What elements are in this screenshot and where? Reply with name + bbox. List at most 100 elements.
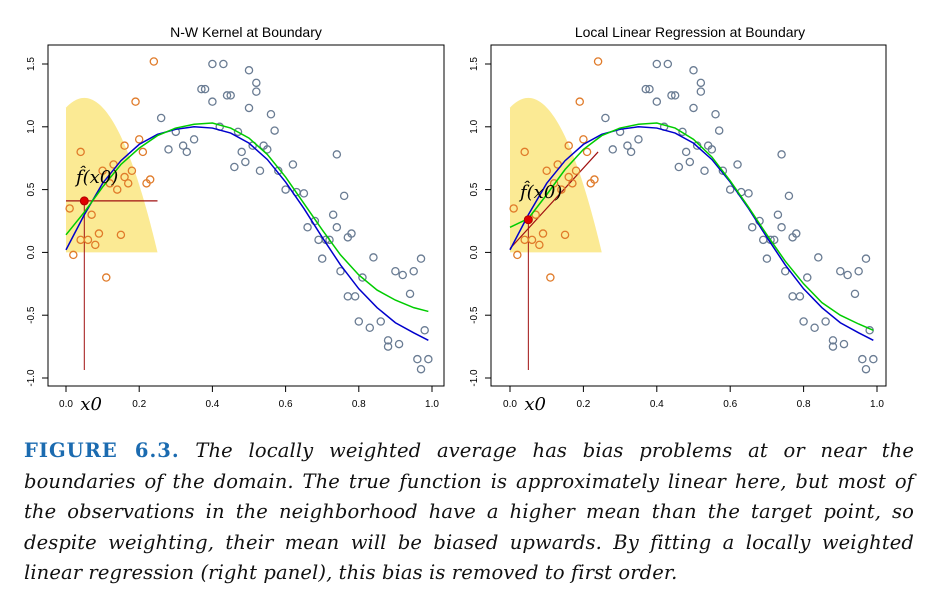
data-point bbox=[696, 78, 706, 88]
data-point bbox=[777, 150, 786, 159]
data-point bbox=[689, 103, 698, 113]
data-point bbox=[608, 145, 618, 154]
data-point bbox=[652, 59, 662, 69]
data-point bbox=[347, 229, 356, 238]
data-point bbox=[230, 162, 239, 172]
data-point bbox=[164, 145, 173, 154]
fitted-point bbox=[79, 196, 89, 206]
data-point-in-window bbox=[87, 210, 96, 219]
data-point bbox=[773, 210, 783, 219]
smoother-curve bbox=[509, 122, 874, 331]
data-point bbox=[652, 97, 662, 106]
y-tick-label: -1.0 bbox=[26, 369, 37, 387]
y-tick-label: 1.5 bbox=[469, 57, 480, 71]
fit-value-label: f̂(x0) bbox=[74, 165, 118, 188]
local-fit-line bbox=[509, 151, 599, 250]
data-point bbox=[678, 127, 687, 137]
data-point bbox=[733, 160, 742, 169]
data-point bbox=[413, 354, 422, 364]
chart-title: Local Linear Regression at Boundary bbox=[575, 24, 805, 40]
data-point bbox=[758, 235, 768, 245]
y-tick-label: -0.5 bbox=[469, 306, 480, 324]
data-point bbox=[810, 323, 819, 333]
data-point bbox=[670, 91, 680, 100]
data-point bbox=[854, 266, 863, 276]
data-point bbox=[601, 113, 610, 123]
data-point bbox=[803, 273, 812, 282]
data-point bbox=[667, 91, 676, 100]
data-point bbox=[350, 292, 360, 301]
x-tick-label: 0.8 bbox=[352, 399, 366, 410]
data-point bbox=[781, 266, 790, 276]
data-point bbox=[416, 254, 426, 263]
data-point bbox=[405, 289, 415, 299]
data-point bbox=[843, 270, 852, 280]
data-point-in-window bbox=[127, 166, 137, 176]
data-point-in-window bbox=[575, 97, 584, 106]
data-point bbox=[255, 166, 265, 176]
data-point bbox=[696, 87, 706, 96]
data-point bbox=[424, 354, 433, 364]
data-point bbox=[409, 266, 418, 276]
data-point bbox=[241, 157, 250, 167]
figure-caption: FIGURE 6.3. The locally weighted average… bbox=[24, 436, 914, 589]
y-tick-label: -0.5 bbox=[26, 306, 37, 324]
data-point-in-window bbox=[568, 179, 577, 188]
x-tick-label: 0.2 bbox=[132, 399, 146, 410]
data-point bbox=[689, 66, 698, 75]
x-tick-label: 0.6 bbox=[723, 399, 737, 410]
data-point-in-window bbox=[549, 179, 559, 188]
y-tick-label: 0.0 bbox=[26, 245, 37, 259]
data-point bbox=[365, 323, 375, 333]
data-point-in-window bbox=[520, 147, 529, 157]
y-tick-label: 0.5 bbox=[469, 182, 480, 196]
data-point-in-window bbox=[582, 147, 592, 157]
data-point bbox=[332, 150, 342, 159]
data-point-in-window bbox=[91, 240, 100, 250]
true-function-curve bbox=[509, 126, 874, 341]
plot-frame bbox=[47, 44, 445, 387]
data-point bbox=[219, 59, 228, 69]
data-point bbox=[795, 292, 805, 301]
data-point bbox=[252, 78, 261, 88]
data-point bbox=[836, 266, 845, 276]
data-point bbox=[270, 126, 279, 135]
y-tick-label: 1.5 bbox=[26, 57, 37, 71]
caption-text: The locally weighted average has bias pr… bbox=[24, 439, 914, 584]
data-point bbox=[707, 145, 717, 154]
data-point bbox=[339, 191, 349, 201]
data-point bbox=[325, 235, 334, 245]
x-tick-label: 0.4 bbox=[205, 399, 219, 410]
data-point-in-window bbox=[134, 135, 144, 144]
data-point bbox=[394, 339, 404, 349]
x0-label: x0 bbox=[80, 394, 102, 415]
data-point-in-window bbox=[509, 204, 518, 213]
data-point bbox=[858, 354, 867, 364]
data-point bbox=[288, 160, 298, 169]
data-point bbox=[634, 135, 643, 144]
data-point bbox=[244, 103, 254, 113]
data-point bbox=[623, 141, 632, 150]
data-point bbox=[725, 185, 735, 194]
data-point bbox=[861, 254, 871, 263]
data-point bbox=[182, 147, 192, 157]
data-point bbox=[189, 135, 199, 144]
x0-label: x0 bbox=[524, 394, 546, 415]
data-point bbox=[200, 84, 210, 94]
data-point bbox=[869, 354, 878, 364]
data-point bbox=[354, 317, 364, 326]
plot-frame bbox=[490, 44, 887, 387]
data-point bbox=[784, 191, 794, 201]
figure-panels: N-W Kernel at Boundary 0.0 0.2 0.4 0.6 0.8 1.0… bbox=[26, 24, 887, 415]
data-point bbox=[711, 109, 720, 119]
data-point bbox=[700, 166, 709, 176]
data-point bbox=[208, 59, 217, 69]
data-point bbox=[332, 223, 342, 232]
data-point bbox=[850, 289, 860, 299]
fitted-point bbox=[523, 215, 533, 225]
data-point-in-window bbox=[83, 235, 93, 245]
data-point bbox=[178, 141, 188, 150]
data-point-in-window bbox=[513, 250, 522, 260]
data-point-in-window bbox=[546, 273, 555, 282]
data-point bbox=[828, 342, 838, 351]
